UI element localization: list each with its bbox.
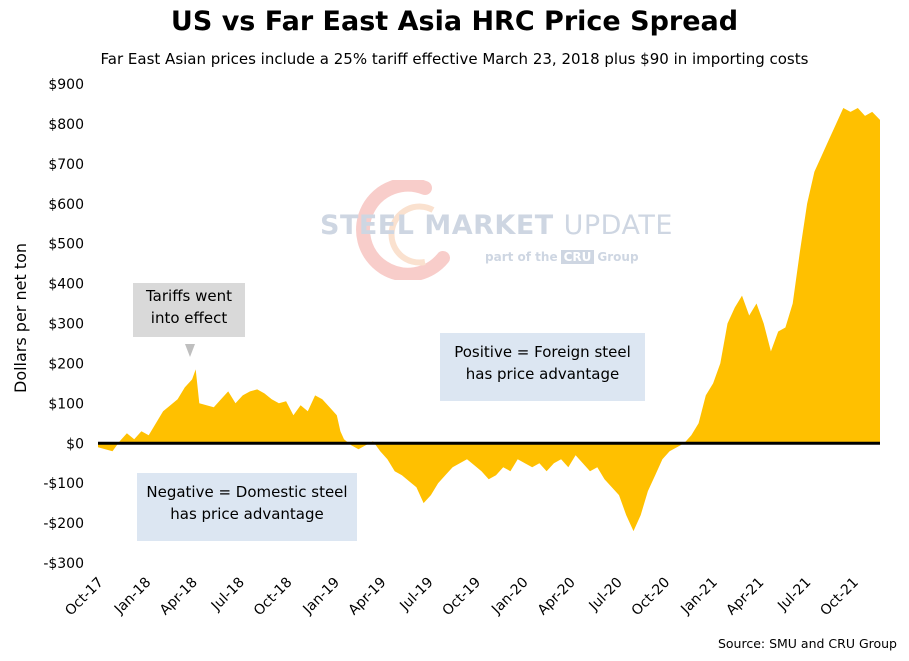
spread-area: [98, 108, 880, 532]
x-tick-label: Jul-21: [774, 575, 814, 615]
x-tick-label: Oct-17: [62, 575, 107, 620]
y-tick-label: $200: [48, 356, 84, 372]
y-axis-label: Dollars per net ton: [11, 243, 30, 393]
x-tick-label: Jan-18: [111, 575, 154, 618]
x-tick-label: Jan-19: [300, 575, 343, 618]
x-axis-ticks: Oct-17 Jan-18 Apr-18 Jul-18 Oct-18 Jan-19 Apr-…: [62, 575, 862, 620]
source-note: Source: SMU and CRU Group: [717, 636, 897, 651]
y-tick-label: $100: [48, 396, 84, 412]
y-tick-label: $800: [48, 117, 84, 133]
watermark-tagline: part of the CRU Group: [485, 250, 639, 264]
y-tick-label: $900: [48, 77, 84, 93]
area-layer: [98, 108, 880, 532]
swoosh-logo-icon: [356, 180, 450, 280]
negative-annotation: Negative = Domestic steel has price adva…: [137, 473, 357, 541]
x-tick-label: Oct-18: [251, 575, 296, 620]
tariff-arrow-icon: [185, 344, 195, 357]
y-tick-label: -$300: [43, 556, 84, 572]
x-tick-label: Jul-20: [586, 575, 626, 615]
y-tick-label: $0: [66, 436, 84, 452]
y-tick-label: $300: [48, 317, 84, 333]
x-tick-label: Oct-19: [440, 575, 485, 620]
y-tick-label: $700: [48, 157, 84, 173]
y-tick-label: -$100: [43, 476, 84, 492]
y-tick-label: $400: [48, 277, 84, 293]
x-tick-label: Jul-19: [396, 575, 436, 615]
y-axis-ticks: -$300 -$200 -$100 $0 $100 $200 $300 $400 $500 $60…: [43, 77, 84, 572]
cru-logo: CRU: [560, 250, 595, 264]
y-tick-label: $500: [48, 237, 84, 253]
tariff-annotation: Tariffs went into effect: [133, 283, 245, 337]
x-tick-label: Oct-21: [817, 575, 862, 620]
x-tick-label: Jul-18: [208, 575, 248, 615]
x-tick-label: Jan-20: [488, 575, 531, 618]
x-tick-label: Jan-21: [677, 575, 720, 618]
x-tick-label: Apr-21: [723, 575, 767, 619]
y-tick-label: -$200: [43, 516, 84, 532]
x-tick-label: Apr-18: [157, 575, 201, 619]
y-tick-label: $600: [48, 197, 84, 213]
x-tick-label: Apr-19: [346, 575, 390, 619]
x-tick-label: Oct-20: [629, 575, 674, 620]
positive-annotation: Positive = Foreign steel has price advan…: [440, 333, 645, 401]
chart-title: US vs Far East Asia HRC Price Spread: [170, 6, 739, 37]
x-tick-label: Apr-20: [535, 575, 579, 619]
watermark-brand: STEEL MARKET UPDATE: [320, 210, 673, 241]
chart-subtitle: Far East Asian prices include a 25% tari…: [100, 50, 809, 68]
